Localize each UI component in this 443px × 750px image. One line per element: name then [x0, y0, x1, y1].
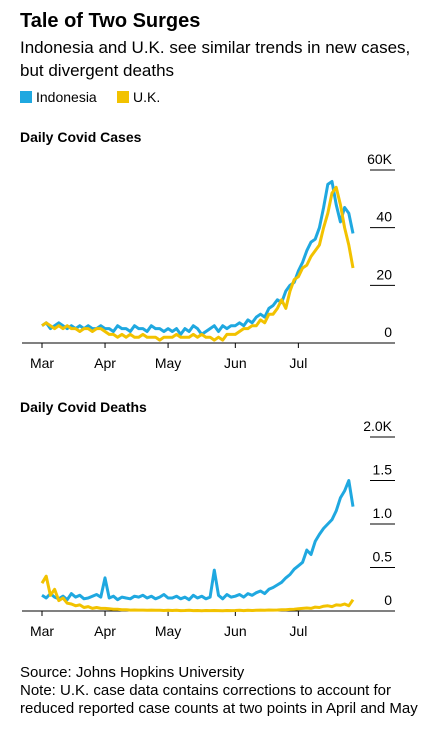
- y-tick-label: 0: [384, 592, 392, 608]
- series-line: [41, 479, 355, 602]
- y-tick-label: 1.5: [373, 462, 393, 478]
- subtitle: Indonesia and U.K. see similar trends in…: [20, 38, 411, 80]
- legend-label: U.K.: [133, 89, 160, 105]
- legend-swatch: [117, 91, 129, 103]
- x-tick-label: Mar: [30, 623, 54, 639]
- y-tick-label: 1.0: [373, 505, 393, 521]
- x-tick-label: May: [155, 623, 181, 639]
- title: Tale of Two Surges: [20, 10, 201, 32]
- x-tick-label: Jun: [224, 355, 247, 371]
- y-tick-label: 20: [376, 266, 392, 282]
- y-tick-label: 0.5: [373, 549, 393, 565]
- x-tick-label: Jul: [289, 355, 307, 371]
- y-tick-label: 0: [384, 324, 392, 340]
- x-tick-label: Jun: [224, 623, 247, 639]
- note: Note: U.K. case data contains correction…: [20, 682, 418, 717]
- x-tick-label: Jul: [289, 623, 307, 639]
- x-tick-label: Apr: [94, 355, 116, 371]
- chart-title: Daily Covid Cases: [20, 129, 142, 145]
- y-tick-label: 60K: [367, 151, 393, 167]
- y-tick-label: 2.0K: [363, 418, 392, 434]
- legend-label: Indonesia: [36, 89, 97, 105]
- x-tick-label: Mar: [30, 355, 54, 371]
- chart-title: Daily Covid Deaths: [20, 399, 147, 415]
- legend-swatch: [20, 91, 32, 103]
- series-line: [40, 574, 355, 613]
- series-line: [41, 185, 355, 342]
- y-tick-label: 40: [376, 209, 392, 225]
- x-tick-label: May: [155, 355, 181, 371]
- source: Source: Johns Hopkins University: [20, 664, 245, 681]
- x-tick-label: Apr: [94, 623, 116, 639]
- series-line: [41, 180, 355, 336]
